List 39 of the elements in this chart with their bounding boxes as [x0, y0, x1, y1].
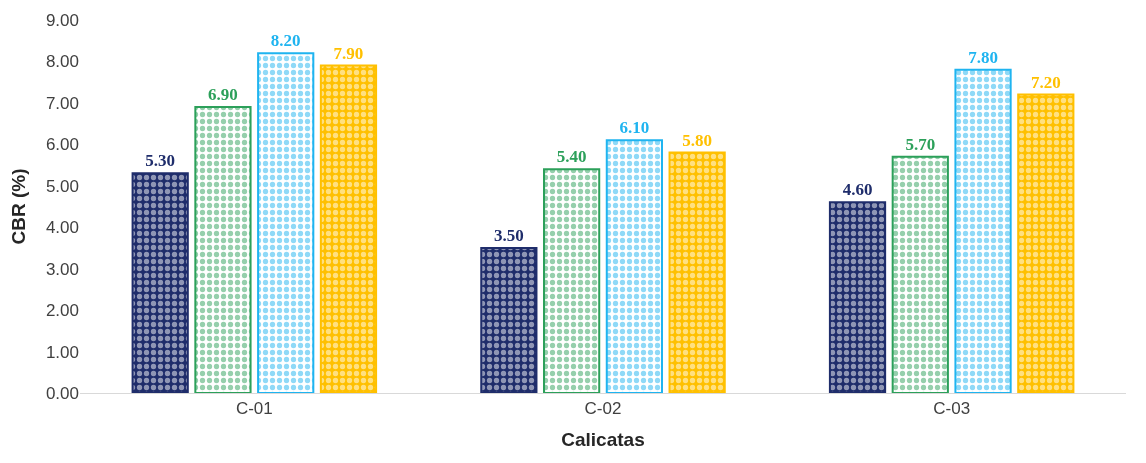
bar — [668, 151, 726, 393]
bar — [131, 172, 189, 393]
bar — [480, 246, 538, 393]
bar — [257, 52, 315, 393]
bar — [954, 68, 1012, 393]
data-label: 8.20 — [270, 31, 301, 51]
data-label: 3.50 — [493, 225, 524, 245]
y-tick-label: 0.00 — [45, 383, 79, 403]
data-label: 5.70 — [905, 134, 936, 154]
bar — [605, 139, 663, 393]
data-label: 7.90 — [333, 43, 364, 63]
y-tick-label: 4.00 — [45, 218, 79, 238]
data-label: 6.10 — [619, 118, 650, 138]
data-label: 7.20 — [1030, 72, 1061, 92]
data-label: 5.30 — [145, 151, 176, 171]
data-label: 5.80 — [682, 130, 713, 150]
y-tick-label: 7.00 — [45, 93, 79, 113]
x-axis-title: Calicatas — [561, 429, 645, 451]
x-tick-label: C-02 — [584, 399, 622, 419]
data-label: 6.90 — [208, 85, 238, 105]
y-tick-label: 1.00 — [45, 342, 79, 362]
x-tick-label: C-03 — [933, 399, 971, 419]
data-label: 4.60 — [842, 180, 873, 200]
y-axis-title: CBR (%) — [7, 168, 29, 245]
y-tick-label: 6.00 — [45, 135, 79, 155]
data-label: 5.40 — [556, 147, 587, 167]
y-tick-label: 8.00 — [45, 52, 79, 72]
bar — [828, 201, 887, 393]
bar — [891, 155, 949, 393]
x-tick-label: C-01 — [235, 399, 273, 419]
bar — [1017, 93, 1075, 393]
y-tick-label: 2.00 — [45, 301, 79, 321]
bar — [319, 64, 378, 393]
y-tick-label: 5.00 — [45, 176, 79, 196]
y-tick-label: 9.00 — [45, 10, 79, 30]
y-tick-label: 3.00 — [45, 259, 79, 279]
data-label: 7.80 — [968, 47, 998, 67]
bar — [543, 168, 601, 393]
bar — [194, 106, 252, 393]
